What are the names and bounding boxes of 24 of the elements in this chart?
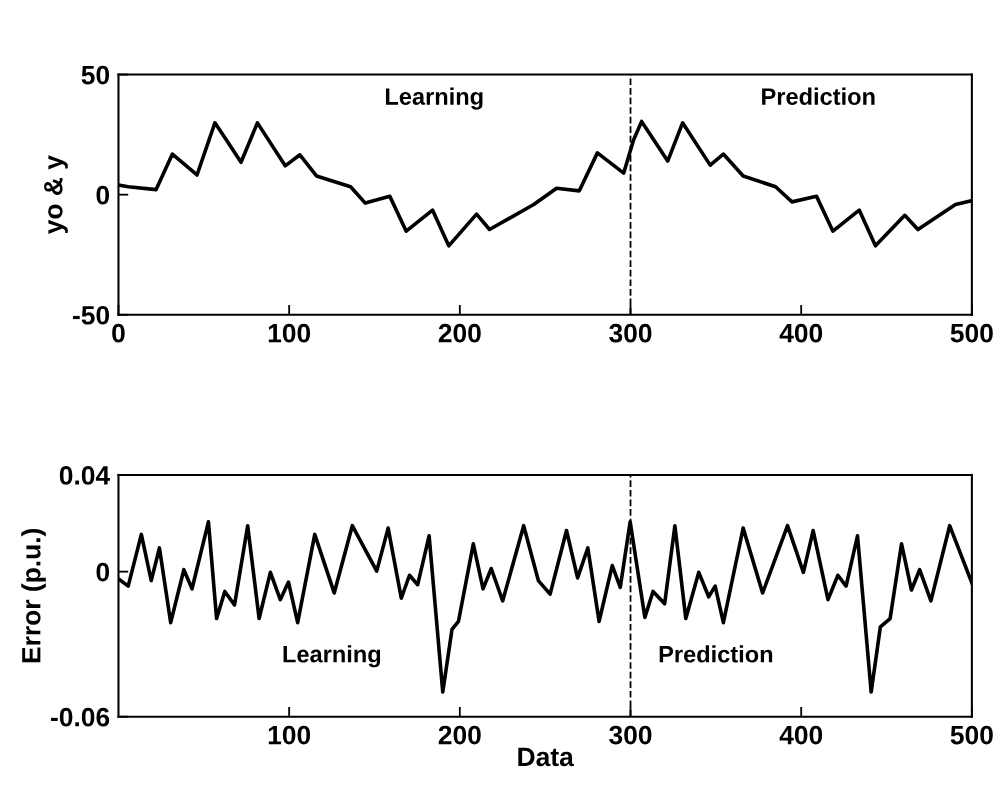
x-tick-label: 300 xyxy=(609,725,652,745)
y-tick-label: -0.06 xyxy=(51,707,110,727)
y-axis-title: yo & y xyxy=(44,155,68,235)
x-tick-label: 500 xyxy=(950,725,993,745)
annotation: Learning xyxy=(385,87,483,110)
y-axis-title: Error (p.u.) xyxy=(21,528,46,663)
x-tick-label: 200 xyxy=(438,323,481,343)
y-tick-label: -50 xyxy=(73,305,110,325)
y-tick-label: 0 xyxy=(96,562,110,582)
x-tick-label: 200 xyxy=(438,725,481,745)
x-tick-label: 400 xyxy=(779,323,823,343)
y-tick-label: 0.04 xyxy=(59,466,110,485)
y-tick-label: 50 xyxy=(81,65,110,85)
x-tick-label: 100 xyxy=(268,323,311,343)
x-tick-label: 400 xyxy=(779,725,823,745)
x-axis-title: Data xyxy=(518,747,574,767)
annotation: Prediction xyxy=(659,645,773,663)
annotation: Learning xyxy=(283,645,381,668)
x-tick-label: 100 xyxy=(268,725,311,745)
annotation: Prediction xyxy=(762,87,875,105)
y-tick-label: 0 xyxy=(96,185,110,205)
x-tick-label: 0 xyxy=(112,323,125,343)
x-tick-label: 500 xyxy=(950,323,993,343)
x-tick-label: 300 xyxy=(609,323,652,343)
